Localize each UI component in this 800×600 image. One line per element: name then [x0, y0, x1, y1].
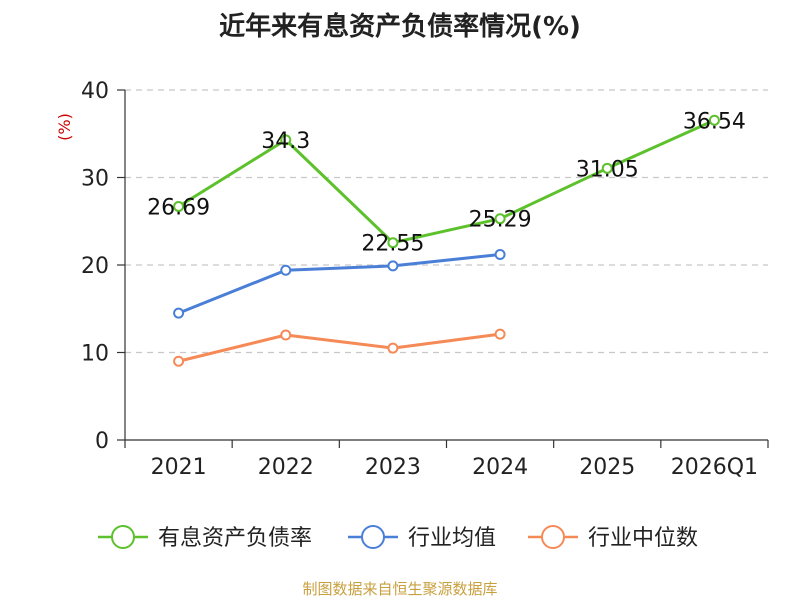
- data-label: 36.54: [683, 109, 746, 134]
- data-point: [708, 114, 720, 126]
- data-point: [387, 260, 399, 272]
- y-tick-labels: 0 10 20 30 40: [81, 79, 109, 454]
- data-point: [173, 307, 185, 319]
- data-label: 34.3: [261, 129, 310, 154]
- data-labels: 26.69 34.3 22.55 25.29 31.05 36.54: [147, 109, 746, 256]
- data-point: [280, 134, 292, 146]
- legend-label: 有息资产负债率: [158, 526, 312, 551]
- x-tick-label: 2025: [579, 455, 635, 480]
- x-tick-label: 2023: [365, 455, 421, 480]
- series-line: [178, 253, 501, 315]
- legend: 有息资产负债率 行业均值 行业中位数: [98, 525, 698, 551]
- y-tick-label: 0: [95, 429, 109, 454]
- y-tick-label: 10: [81, 342, 109, 367]
- x-tick-label: 2024: [472, 455, 528, 480]
- data-label: 25.29: [469, 208, 532, 233]
- data-label: 26.69: [147, 195, 210, 220]
- legend-label: 行业中位数: [588, 526, 698, 551]
- source-note: 制图数据来自恒生聚源数据库: [302, 580, 498, 598]
- data-label: 31.05: [576, 157, 639, 182]
- series-line: [177, 118, 716, 245]
- data-point: [494, 249, 506, 260]
- data-point: [173, 355, 185, 367]
- x-tick-labels: 2021 2022 2023 2024 2025 2026Q1: [151, 455, 758, 480]
- gridlines: [125, 89, 768, 354]
- data-point: [494, 328, 506, 340]
- data-label: 22.55: [361, 232, 424, 257]
- legend-marker: [111, 525, 135, 549]
- x-tick-label: 2026Q1: [671, 455, 758, 480]
- legend-marker: [361, 525, 385, 549]
- legend-label: 行业均值: [408, 526, 496, 551]
- axes: [117, 89, 769, 448]
- y-axis-label: (%): [55, 113, 74, 141]
- data-point: [494, 213, 506, 225]
- chart-title: 近年来有息资产负债率情况(%): [219, 12, 581, 42]
- y-tick-label: 30: [81, 167, 109, 192]
- series-lines: [173, 114, 720, 367]
- legend-marker: [541, 525, 565, 549]
- x-tick-label: 2022: [258, 455, 314, 480]
- data-point: [280, 264, 292, 276]
- data-point: [387, 237, 399, 249]
- data-point: [280, 329, 292, 341]
- data-point: [601, 162, 613, 174]
- y-tick-label: 40: [81, 79, 109, 104]
- data-point: [387, 342, 399, 354]
- data-point: [173, 200, 185, 212]
- x-tick-label: 2021: [151, 455, 207, 480]
- y-tick-label: 20: [81, 254, 109, 279]
- series-line: [178, 332, 501, 363]
